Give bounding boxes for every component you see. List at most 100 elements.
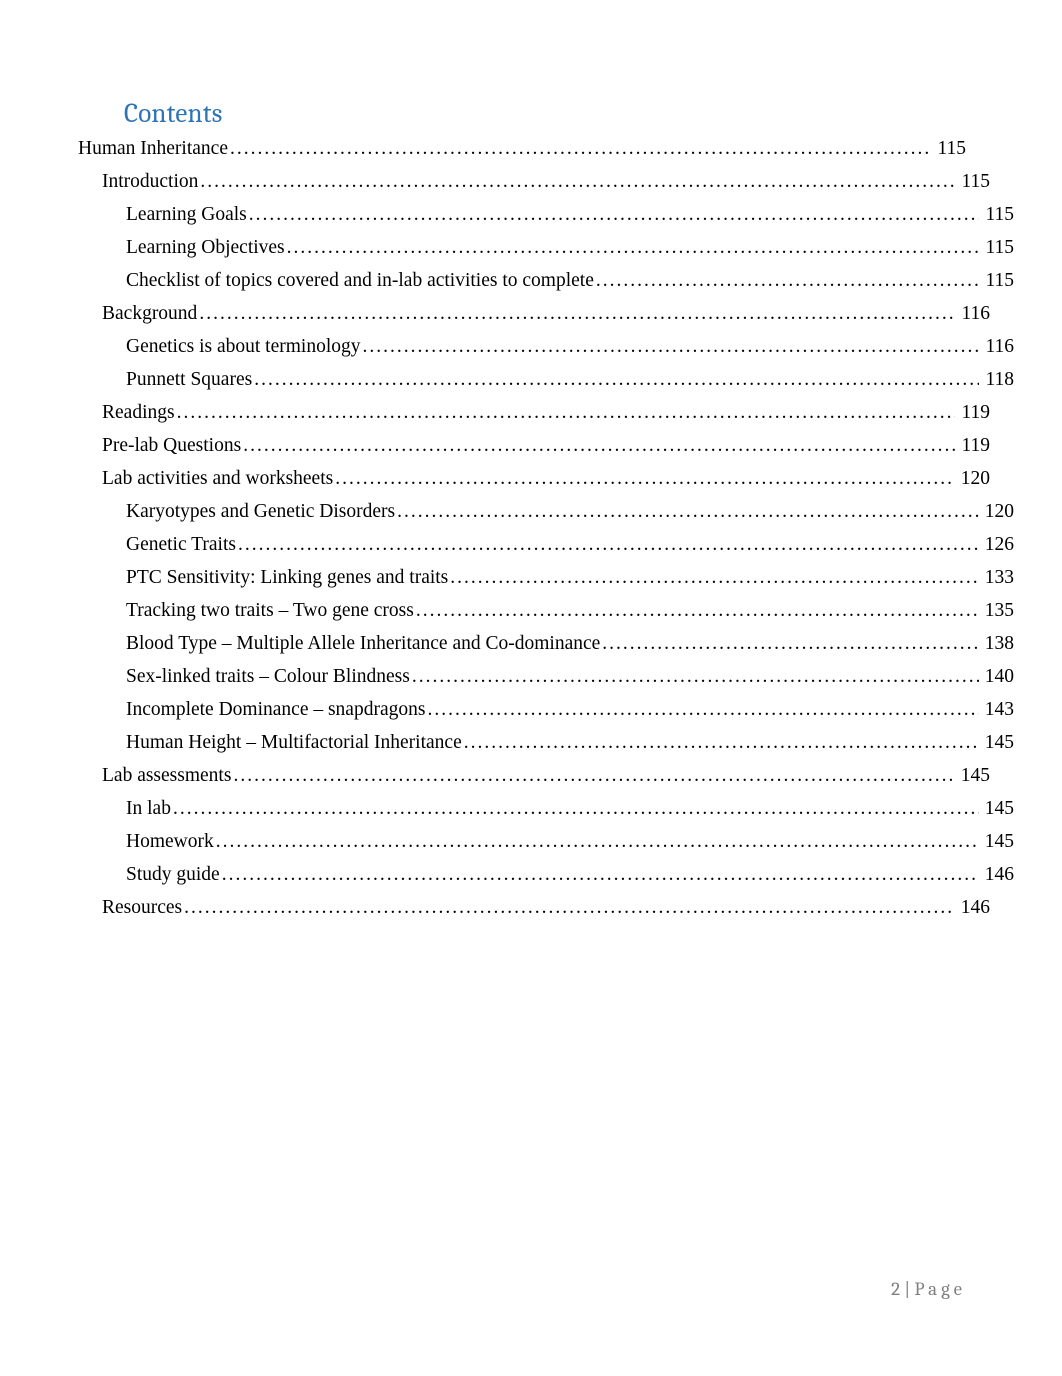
toc-entry-title: Study guide [126,865,220,885]
toc-entry-page: 135 [981,601,1014,621]
toc-entry[interactable]: Human Inheritance.......................… [78,139,966,159]
toc-leader-dots: ........................................… [596,271,980,291]
toc-entry[interactable]: Readings................................… [78,403,990,423]
toc-leader-dots: ........................................… [200,172,955,192]
toc-entry[interactable]: Genetics is about terminology...........… [78,337,1014,357]
footer-label: Page [914,1278,966,1300]
toc-entry-page: 115 [957,172,990,192]
toc-entry-title: Background [102,304,197,324]
toc-entry-title: In lab [126,799,171,819]
toc-entry-page: 120 [981,502,1014,522]
toc-entry[interactable]: Incomplete Dominance – snapdragons......… [78,700,1014,720]
toc-leader-dots: ........................................… [450,568,978,588]
toc-entry-title: Checklist of topics covered and in-lab a… [126,271,594,291]
toc-entry-title: Readings [102,403,175,423]
document-page: Contents Human Inheritance..............… [0,0,1062,1376]
toc-entry[interactable]: Introduction............................… [78,172,990,192]
toc-entry-title: Karyotypes and Genetic Disorders [126,502,395,522]
toc-entry[interactable]: Learning Objectives.....................… [78,238,1014,258]
toc-entry[interactable]: Lab activities and worksheets...........… [78,469,990,489]
toc-leader-dots: ........................................… [177,403,956,423]
toc-entry-page: 115 [981,205,1014,225]
toc-entry-page: 118 [981,370,1014,390]
toc-entry-title: PTC Sensitivity: Linking genes and trait… [126,568,448,588]
toc-entry[interactable]: Genetic Traits..........................… [78,535,1014,555]
toc-entry-title: Lab assessments [102,766,231,786]
toc-entry-page: 126 [981,535,1014,555]
toc-leader-dots: ........................................… [363,337,980,357]
toc-entry-page: 140 [981,667,1014,687]
toc-entry-page: 133 [981,568,1014,588]
toc-leader-dots: ........................................… [254,370,979,390]
toc-entry[interactable]: Checklist of topics covered and in-lab a… [78,271,1014,291]
toc-leader-dots: ........................................… [230,139,931,159]
toc-entry-title: Resources [102,898,182,918]
toc-leader-dots: ........................................… [464,733,979,753]
toc-entry[interactable]: Human Height – Multifactorial Inheritanc… [78,733,1014,753]
toc-entry-page: 146 [981,865,1014,885]
toc-entry-page: 138 [981,634,1014,654]
toc-entry-title: Genetic Traits [126,535,236,555]
toc-entry-page: 119 [957,403,990,423]
toc-entry-page: 146 [957,898,990,918]
toc-leader-dots: ........................................… [216,832,979,852]
toc-entry-page: 115 [933,139,966,159]
toc-entry-title: Pre-lab Questions [102,436,241,456]
toc-leader-dots: ........................................… [199,304,955,324]
toc-entry-title: Blood Type – Multiple Allele Inheritance… [126,634,600,654]
toc-entry-page: 116 [981,337,1014,357]
toc-leader-dots: ........................................… [173,799,979,819]
contents-heading: Contents [124,98,966,129]
toc-leader-dots: ........................................… [602,634,978,654]
toc-leader-dots: ........................................… [397,502,979,522]
page-footer: 2 | Page [891,1278,966,1300]
toc-entry[interactable]: Lab assessments.........................… [78,766,990,786]
toc-entry-title: Homework [126,832,214,852]
toc-entry-title: Human Height – Multifactorial Inheritanc… [126,733,462,753]
toc-entry-title: Learning Goals [126,205,247,225]
toc-leader-dots: ........................................… [335,469,955,489]
toc-entry[interactable]: Homework................................… [78,832,1014,852]
toc-entry[interactable]: Karyotypes and Genetic Disorders........… [78,502,1014,522]
footer-page-number: 2 [891,1278,900,1300]
toc-entry[interactable]: Learning Goals..........................… [78,205,1014,225]
toc-entry[interactable]: Punnett Squares.........................… [78,370,1014,390]
toc-leader-dots: ........................................… [412,667,979,687]
toc-entry[interactable]: Background..............................… [78,304,990,324]
toc-leader-dots: ........................................… [416,601,979,621]
toc-entry-page: 120 [957,469,990,489]
toc-entry-page: 119 [957,436,990,456]
table-of-contents: Human Inheritance.......................… [78,139,966,918]
toc-entry-page: 145 [957,766,990,786]
toc-entry[interactable]: Resources...............................… [78,898,990,918]
toc-entry-title: Sex-linked traits – Colour Blindness [126,667,410,687]
toc-leader-dots: ........................................… [249,205,980,225]
toc-entry-page: 115 [981,271,1014,291]
toc-entry-page: 145 [981,799,1014,819]
toc-entry-page: 143 [981,700,1014,720]
toc-leader-dots: ........................................… [287,238,980,258]
toc-entry-title: Human Inheritance [78,139,228,159]
toc-entry[interactable]: Pre-lab Questions.......................… [78,436,990,456]
toc-entry[interactable]: In lab..................................… [78,799,1014,819]
toc-entry[interactable]: Study guide.............................… [78,865,1014,885]
toc-leader-dots: ........................................… [243,436,955,456]
toc-entry-title: Introduction [102,172,198,192]
toc-entry[interactable]: PTC Sensitivity: Linking genes and trait… [78,568,1014,588]
toc-entry-title: Incomplete Dominance – snapdragons [126,700,425,720]
footer-separator: | [900,1278,914,1300]
toc-entry-page: 145 [981,832,1014,852]
toc-leader-dots: ........................................… [222,865,979,885]
toc-leader-dots: ........................................… [238,535,979,555]
toc-entry-page: 145 [981,733,1014,753]
toc-entry-title: Learning Objectives [126,238,285,258]
toc-entry-page: 116 [957,304,990,324]
toc-entry[interactable]: Blood Type – Multiple Allele Inheritance… [78,634,1014,654]
toc-entry-title: Punnett Squares [126,370,252,390]
toc-entry-page: 115 [981,238,1014,258]
toc-leader-dots: ........................................… [184,898,955,918]
toc-entry-title: Tracking two traits – Two gene cross [126,601,414,621]
toc-entry[interactable]: Sex-linked traits – Colour Blindness....… [78,667,1014,687]
toc-entry[interactable]: Tracking two traits – Two gene cross....… [78,601,1014,621]
toc-leader-dots: ........................................… [233,766,954,786]
